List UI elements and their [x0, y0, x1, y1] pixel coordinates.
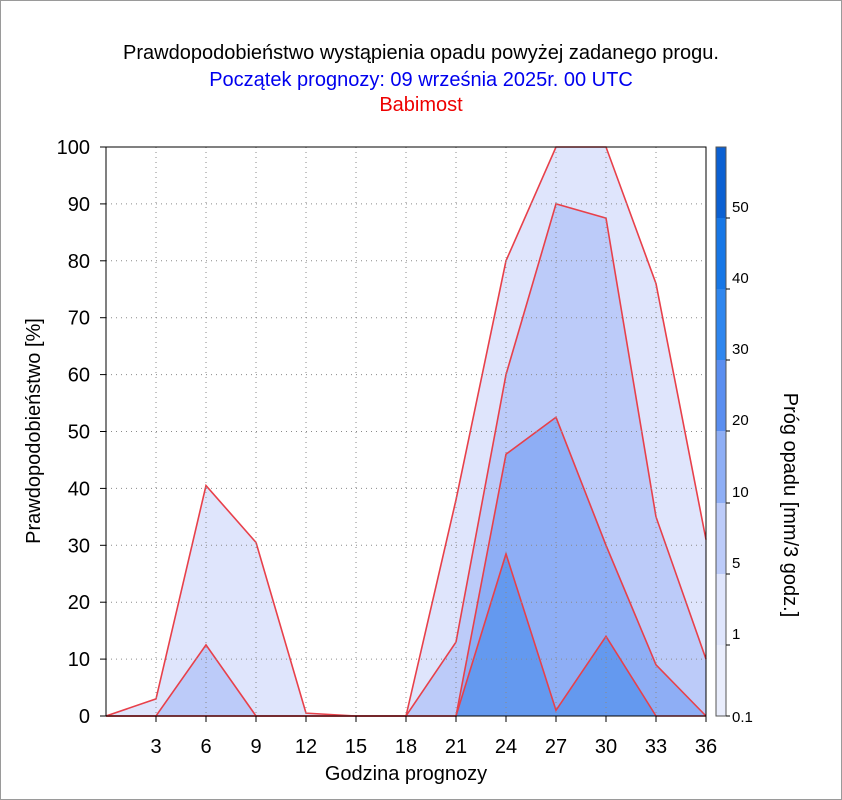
x-tick-label: 6: [200, 736, 211, 758]
x-tick-label: 12: [295, 736, 317, 758]
x-axis-label: Godzina prognozy: [325, 763, 487, 785]
y-tick-label: 50: [68, 422, 90, 444]
x-tick-label: 21: [445, 736, 467, 758]
y-axis-label: Prawdopodobieństwo [%]: [23, 318, 45, 544]
x-tick-label: 27: [545, 736, 567, 758]
colorbar-band: [716, 645, 726, 716]
y-tick-label: 60: [68, 365, 90, 387]
y-tick-label: 70: [68, 308, 90, 330]
x-tick-label: 33: [645, 736, 667, 758]
y-tick-label: 10: [68, 649, 90, 671]
colorbar-band: [716, 431, 726, 503]
colorbar-band: [716, 503, 726, 574]
colorbar-tick-label: 5: [732, 555, 740, 572]
x-tick-label: 18: [395, 736, 417, 758]
area-threshold-5: [106, 417, 706, 716]
colorbar-tick-label: 20: [732, 412, 749, 429]
chart-subtitle: Początek prognozy: 09 września 2025r. 00…: [209, 69, 633, 91]
colorbar-tick-label: 40: [732, 270, 749, 287]
y-tick-label: 80: [68, 251, 90, 273]
x-tick-label: 30: [595, 736, 617, 758]
y-tick-label: 40: [68, 478, 90, 500]
colorbar-tick-label: 0.1: [732, 709, 753, 726]
colorbar-tick-label: 30: [732, 341, 749, 358]
y-tick-label: 100: [57, 137, 90, 159]
colorbar-band: [716, 289, 726, 360]
colorbar-tick-label: 50: [732, 199, 749, 216]
colorbar-band: [716, 147, 726, 218]
location-name: Babimost: [379, 94, 463, 116]
y-tick-label: 90: [68, 194, 90, 216]
colorbar-band: [716, 218, 726, 289]
colorbar: 0.1 1 5 10 20 30 40 50: [715, 146, 753, 726]
x-tick-label: 15: [345, 736, 367, 758]
y-tick-label: 20: [68, 592, 90, 614]
axes: 3 6 9 12 15 18 21 24 27 30 33 360102030405060708090…: [57, 137, 718, 758]
colorbar-tick-label: 10: [732, 484, 749, 501]
y-tick-label: 0: [79, 706, 90, 728]
x-tick-label: 36: [695, 736, 717, 758]
x-tick-label: 24: [495, 736, 517, 758]
colorbar-label: Próg opadu [mm/3 godz.]: [779, 393, 801, 618]
x-tick-label: 3: [150, 736, 161, 758]
colorbar-band: [716, 574, 726, 645]
colorbar-band: [716, 360, 726, 431]
x-tick-label: 9: [250, 736, 261, 758]
chart-title: Prawdopodobieństwo wystąpienia opadu pow…: [123, 42, 719, 64]
colorbar-tick-label: 1: [732, 626, 740, 643]
y-tick-label: 30: [68, 535, 90, 557]
